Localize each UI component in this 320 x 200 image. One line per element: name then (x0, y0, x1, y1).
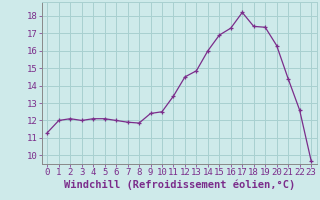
X-axis label: Windchill (Refroidissement éolien,°C): Windchill (Refroidissement éolien,°C) (64, 180, 295, 190)
